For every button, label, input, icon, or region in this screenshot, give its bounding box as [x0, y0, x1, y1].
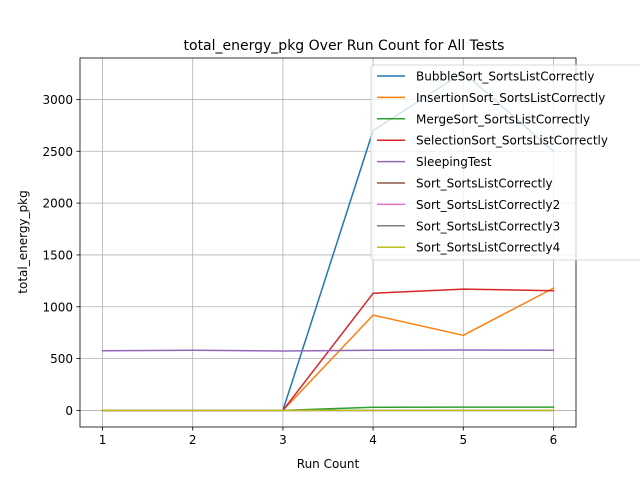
x-tick-label: 1: [99, 433, 107, 447]
y-tick-label: 500: [50, 352, 73, 366]
legend-entry-label: Sort_SortsListCorrectly2: [416, 198, 560, 212]
legend-entry-label: Sort_SortsListCorrectly: [416, 177, 553, 191]
y-tick-label: 3000: [42, 93, 73, 107]
legend-entry-label: MergeSort_SortsListCorrectly: [416, 112, 590, 126]
x-tick-label: 5: [459, 433, 467, 447]
y-tick-label: 0: [65, 404, 73, 418]
chart-title: total_energy_pkg Over Run Count for All …: [184, 38, 505, 54]
legend-entry-label: InsertionSort_SortsListCorrectly: [416, 91, 605, 105]
legend-entry-label: SleepingTest: [416, 155, 492, 169]
legend-entry-label: Sort_SortsListCorrectly4: [416, 241, 560, 255]
legend-entry-label: SelectionSort_SortsListCorrectly: [416, 134, 608, 148]
y-axis-ticks: 0 500 1000 1500 2000 2500 3000: [42, 93, 80, 418]
legend-entry-label: BubbleSort_SortsListCorrectly: [416, 70, 594, 84]
series-line-5: [101, 349, 555, 352]
legend: BubbleSort_SortsListCorrectly InsertionSo…: [370, 64, 640, 261]
x-tick-label: 3: [279, 433, 287, 447]
y-tick-label: 2500: [42, 145, 73, 159]
x-tick-label: 2: [189, 433, 197, 447]
x-tick-label: 4: [369, 433, 377, 447]
y-tick-label: 2000: [42, 197, 73, 211]
legend-entry-label: Sort_SortsListCorrectly3: [416, 219, 560, 233]
y-axis-label: total_energy_pkg: [16, 190, 30, 293]
series-lines: [101, 71, 555, 412]
x-tick-label: 6: [550, 433, 558, 447]
x-axis-label: Run Count: [297, 457, 360, 471]
y-tick-label: 1000: [42, 300, 73, 314]
x-axis-ticks: 1 2 3 4 5 6: [99, 427, 558, 447]
y-tick-label: 1500: [42, 248, 73, 262]
legend-box: [370, 64, 640, 261]
